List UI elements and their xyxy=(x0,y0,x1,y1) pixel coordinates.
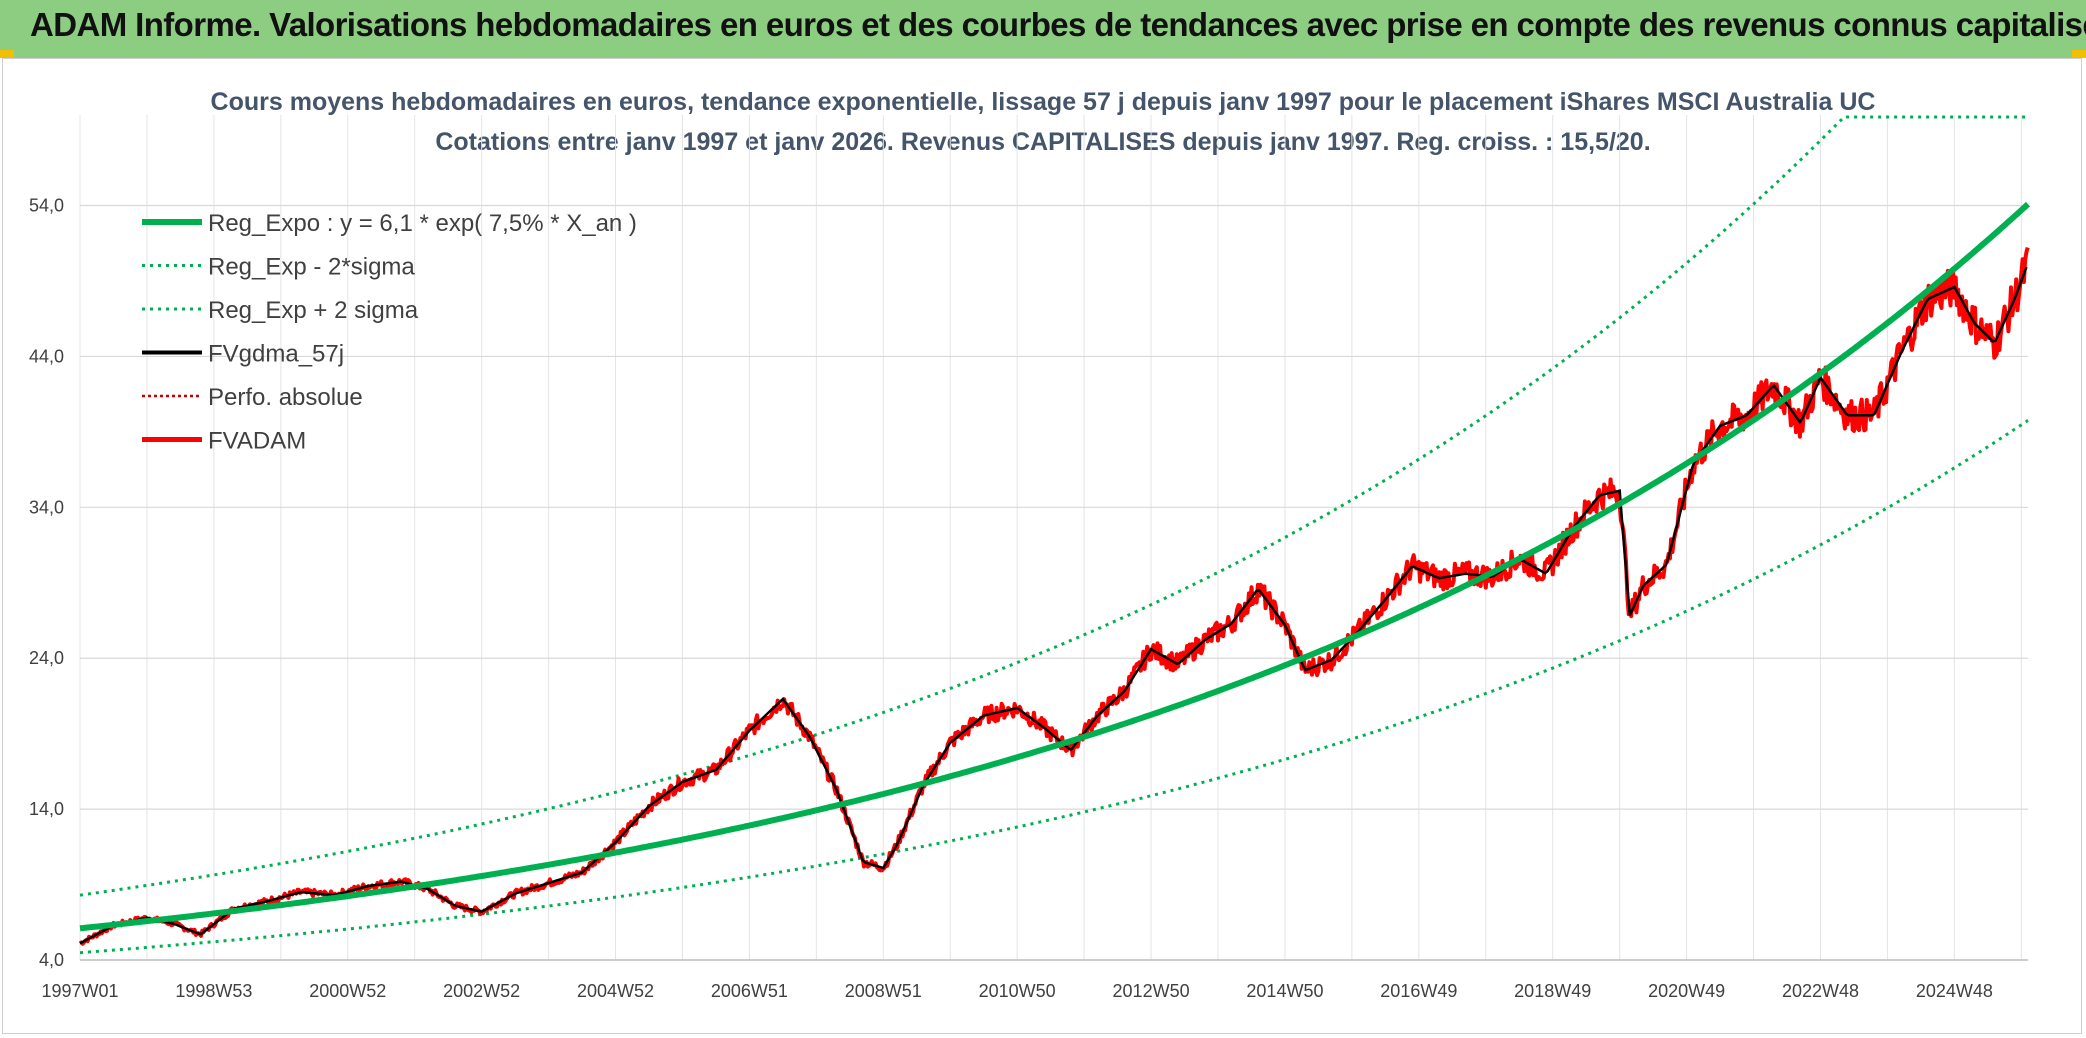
x-tick-label: 2012W50 xyxy=(1113,981,1190,1001)
legend-label: Perfo. absolue xyxy=(208,384,363,411)
series-reg-exp-minus-2sigma xyxy=(79,419,2029,955)
x-tick-label: 2008W51 xyxy=(845,981,922,1001)
y-tick-label: 44,0 xyxy=(29,346,64,366)
x-tick-label: 2006W51 xyxy=(711,981,788,1001)
series-fvadam xyxy=(78,247,2030,946)
x-tick-label: 2020W49 xyxy=(1648,981,1725,1001)
y-tick-label: 54,0 xyxy=(29,196,64,216)
x-tick-label: 2004W52 xyxy=(577,981,654,1001)
y-tick-label: 4,0 xyxy=(39,950,64,970)
x-tick-label: 2000W52 xyxy=(309,981,386,1001)
x-tick-label: 2024W48 xyxy=(1916,981,1993,1001)
x-tick-label: 2022W48 xyxy=(1782,981,1859,1001)
legend-label: Reg_Expo : y = 6,1 * exp( 7,5% * X_an ) xyxy=(208,210,637,237)
series-reg-exp-plus-2sigma xyxy=(79,115,2028,897)
x-tick-label: 1998W53 xyxy=(175,981,252,1001)
vertical-grid xyxy=(79,115,2022,960)
chart-frame xyxy=(2,58,2082,1034)
x-tick-label: 2010W50 xyxy=(979,981,1056,1001)
series-fvgdma-57j xyxy=(79,266,2028,945)
x-tick-label: 2014W50 xyxy=(1246,981,1323,1001)
x-tick-label: 1997W01 xyxy=(41,981,118,1001)
legend-label: FVADAM xyxy=(208,428,306,455)
chart-title-line-2: Cotations entre janv 1997 et janv 2026. … xyxy=(435,128,1650,156)
chart-series xyxy=(78,115,2031,955)
y-tick-label: 34,0 xyxy=(29,497,64,517)
legend-label: Reg_Exp - 2*sigma xyxy=(208,254,415,281)
y-tick-label: 14,0 xyxy=(29,799,64,819)
header-corner-left xyxy=(0,50,14,58)
x-axis-ticks: 1997W01 1998W53 2000W52 2002W52 2004W52 2006W… xyxy=(41,959,2028,1001)
series-reg-expo xyxy=(79,201,2031,932)
chart-title-line-1: Cours moyens hebdomadaires en euros, ten… xyxy=(211,88,1876,116)
x-tick-label: 2016W49 xyxy=(1380,981,1457,1001)
x-tick-label: 2018W49 xyxy=(1514,981,1591,1001)
x-tick-label: 2002W52 xyxy=(443,981,520,1001)
report-title: ADAM Informe. Valorisations hebdomadaire… xyxy=(30,6,2086,43)
legend-label: Reg_Exp + 2 sigma xyxy=(208,297,419,324)
legend: Reg_Expo : y = 6,1 * exp( 7,5% * X_an ) R… xyxy=(142,210,637,455)
legend-label: FVgdma_57j xyxy=(208,341,344,368)
report-header: ADAM Informe. Valorisations hebdomadaire… xyxy=(0,0,2086,58)
y-tick-label: 24,0 xyxy=(29,648,64,668)
y-axis-ticks: 4,0 14,0 24,0 34,0 44,0 54,0 xyxy=(29,196,64,970)
header-corner-right xyxy=(2072,50,2086,58)
